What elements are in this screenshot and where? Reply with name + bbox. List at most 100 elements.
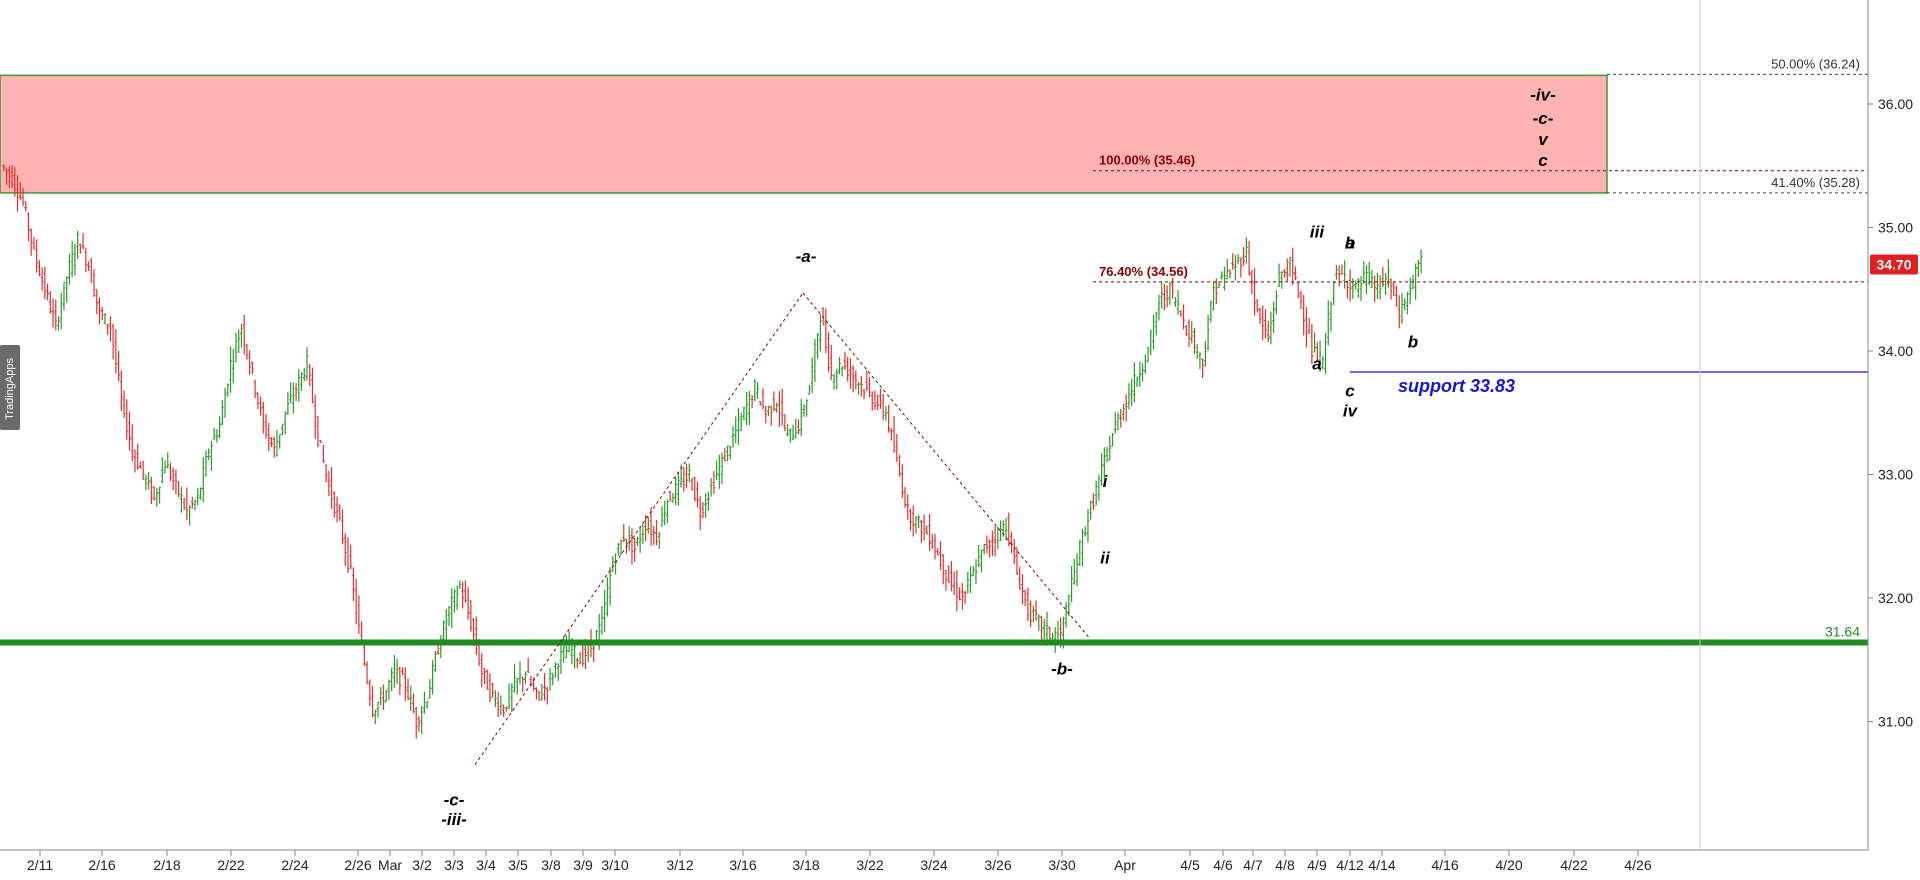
price-bar bbox=[1348, 269, 1352, 302]
price-bar bbox=[1386, 259, 1390, 288]
price-bar bbox=[985, 535, 989, 554]
x-tick-label: 3/2 bbox=[412, 857, 432, 873]
price-bar bbox=[766, 405, 770, 417]
price-bar bbox=[846, 356, 850, 382]
price-bar bbox=[1029, 600, 1033, 628]
price-bar bbox=[1157, 294, 1161, 321]
price-bar bbox=[43, 266, 47, 300]
price-bar bbox=[425, 700, 429, 709]
price-bar bbox=[668, 490, 672, 502]
price-bar bbox=[1340, 264, 1344, 275]
x-tick-label: 3/16 bbox=[729, 857, 756, 873]
price-bar bbox=[947, 565, 951, 583]
price-bar bbox=[32, 236, 36, 251]
price-bar bbox=[573, 643, 577, 669]
price-bar bbox=[851, 365, 855, 393]
price-bar bbox=[1127, 383, 1131, 410]
price-bar bbox=[1015, 546, 1019, 575]
price-bar bbox=[1389, 278, 1393, 300]
x-tick-label: 3/22 bbox=[856, 857, 883, 873]
wave-label: ii bbox=[1100, 548, 1111, 567]
x-tick-label: 2/24 bbox=[281, 857, 308, 873]
price-bar bbox=[638, 526, 642, 553]
price-bar bbox=[371, 685, 375, 718]
price-bar bbox=[338, 504, 342, 521]
price-bar bbox=[332, 491, 336, 518]
price-bar bbox=[876, 394, 880, 410]
price-bar bbox=[349, 544, 353, 570]
price-bar bbox=[870, 391, 874, 411]
price-bar bbox=[1105, 447, 1109, 463]
price-bar bbox=[92, 269, 96, 297]
x-tick-label: 4/9 bbox=[1307, 857, 1327, 873]
price-bar bbox=[291, 382, 295, 414]
horizontal-line-label: 31.64 bbox=[1825, 623, 1860, 639]
x-tick-label: 2/22 bbox=[217, 857, 244, 873]
price-bar bbox=[469, 600, 473, 632]
price-bar bbox=[1272, 301, 1276, 333]
price-bar bbox=[1231, 253, 1235, 270]
price-bar bbox=[1198, 352, 1202, 370]
price-bar bbox=[390, 667, 394, 692]
price-bar bbox=[534, 687, 538, 700]
price-bar bbox=[1160, 281, 1164, 309]
price-bar bbox=[1299, 290, 1303, 309]
svg-text:34.70: 34.70 bbox=[1876, 257, 1911, 273]
wave-label: c bbox=[1345, 382, 1355, 401]
x-tick-label: 3/26 bbox=[984, 857, 1011, 873]
price-bar bbox=[712, 471, 716, 494]
price-bar bbox=[1370, 270, 1374, 288]
price-bar bbox=[128, 411, 132, 451]
price-bar bbox=[1034, 600, 1038, 621]
price-bar bbox=[212, 427, 216, 440]
price-bar bbox=[1414, 263, 1418, 300]
price-bar bbox=[168, 462, 172, 482]
price-bar bbox=[174, 469, 178, 495]
price-bar bbox=[111, 324, 115, 360]
x-tick-label: 3/10 bbox=[601, 857, 628, 873]
price-bar bbox=[264, 414, 268, 439]
price-bar bbox=[158, 486, 162, 504]
price-bar bbox=[474, 616, 478, 656]
price-bar bbox=[895, 433, 899, 463]
price-bar bbox=[553, 662, 557, 678]
price-bar bbox=[1146, 346, 1150, 363]
price-bar bbox=[188, 505, 192, 526]
price-bar bbox=[499, 695, 503, 715]
price-bar bbox=[813, 338, 817, 382]
price-bar bbox=[433, 650, 437, 672]
price-bar bbox=[234, 332, 238, 363]
price-bar bbox=[59, 293, 63, 330]
price-bar bbox=[1091, 492, 1095, 511]
price-bar bbox=[67, 253, 71, 285]
x-tick-label: 4/7 bbox=[1243, 857, 1263, 873]
price-bar bbox=[1225, 258, 1229, 280]
price-bar bbox=[463, 580, 467, 603]
price-bar bbox=[76, 230, 80, 260]
wave-label: -iv- bbox=[1530, 85, 1556, 104]
price-bar bbox=[1179, 310, 1183, 318]
price-bar bbox=[108, 316, 112, 342]
price-bar bbox=[357, 595, 361, 635]
price-bar bbox=[1329, 301, 1333, 332]
price-bar bbox=[540, 683, 544, 701]
wave-label: c bbox=[1538, 151, 1548, 170]
fib-level-label: 41.40% (35.28) bbox=[1771, 175, 1860, 190]
fib-level-label: 76.40% (34.56) bbox=[1099, 264, 1188, 279]
price-bar bbox=[537, 691, 541, 702]
price-bar bbox=[308, 363, 312, 386]
y-tick-label: 34.00 bbox=[1878, 343, 1913, 359]
price-bar bbox=[1042, 619, 1046, 640]
price-bar bbox=[810, 357, 814, 394]
price-bar bbox=[321, 444, 325, 463]
price-bar bbox=[196, 487, 200, 506]
price-bar bbox=[136, 443, 140, 470]
price-bar bbox=[1108, 435, 1112, 461]
wave-label: -b- bbox=[1051, 660, 1073, 679]
price-bar bbox=[723, 447, 727, 462]
x-tick-label: 3/24 bbox=[920, 857, 947, 873]
x-tick-label: 4/12 bbox=[1336, 857, 1363, 873]
price-bar bbox=[728, 446, 732, 460]
price-bar bbox=[1171, 277, 1175, 299]
